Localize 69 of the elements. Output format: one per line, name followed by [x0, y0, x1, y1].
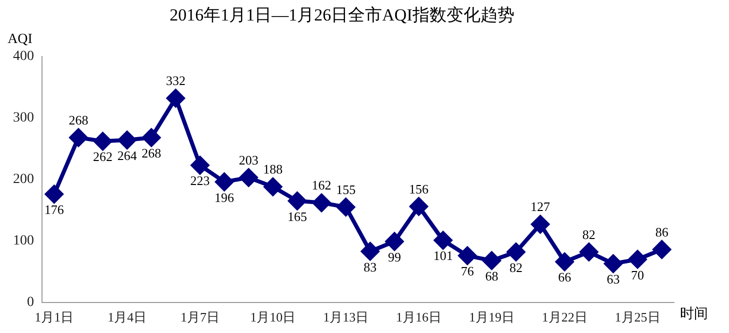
point	[191, 156, 209, 174]
y-tick-label: 400	[13, 49, 34, 64]
data-label: 332	[166, 73, 186, 88]
x-tick-label: 1月10日	[250, 310, 296, 325]
point	[94, 132, 112, 150]
data-label: 82	[510, 260, 522, 275]
data-label: 268	[68, 112, 88, 128]
x-tick-label: 1月16日	[396, 310, 442, 325]
data-label: 162	[312, 178, 332, 193]
data-label: 99	[388, 249, 401, 264]
point	[556, 252, 574, 271]
point	[531, 215, 550, 234]
x-tick-label: 1月13日	[323, 310, 369, 325]
data-label: 155	[336, 182, 356, 197]
data-label: 70	[631, 267, 644, 282]
y-axis-title: AQI	[8, 32, 33, 48]
data-label: 68	[485, 268, 498, 284]
data-label: 262	[93, 149, 113, 164]
data-label: 82	[582, 226, 596, 242]
point	[45, 185, 64, 204]
data-label: 165	[287, 208, 307, 224]
data-label: 63	[606, 272, 620, 287]
point	[264, 178, 282, 196]
point	[166, 89, 185, 108]
point	[118, 131, 136, 150]
x-axis-title: 时间	[680, 306, 708, 322]
chart-title: 2016年1月1日—1月26日全市AQI指数变化趋势	[170, 6, 514, 25]
point	[434, 231, 452, 250]
point	[507, 242, 525, 261]
point	[385, 232, 404, 251]
data-label: 66	[558, 270, 572, 285]
data-label: 176	[44, 202, 64, 218]
point	[604, 254, 622, 273]
x-tick-label: 1月7日	[180, 310, 220, 325]
y-tick-label: 100	[13, 234, 34, 249]
x-tick-label: 1月1日	[34, 310, 74, 325]
y-tick-label: 300	[13, 110, 34, 126]
point	[142, 128, 160, 147]
data-label: 223	[190, 173, 210, 188]
point	[410, 197, 428, 216]
point	[69, 128, 88, 147]
data-label: 76	[460, 264, 474, 279]
y-tick-label: 200	[13, 172, 34, 188]
point	[580, 242, 598, 261]
data-label: 268	[142, 146, 162, 160]
data-label: 156	[409, 181, 430, 196]
point	[652, 240, 671, 259]
x-tick-label: 1月25日	[614, 310, 660, 325]
y-tick-label: 0	[27, 295, 34, 310]
point	[458, 246, 476, 265]
x-tick-label: 1月22日	[542, 310, 588, 325]
point	[628, 250, 647, 268]
data-label: 83	[364, 259, 377, 274]
x-tick-label: 1月19日	[468, 310, 514, 325]
data-label: 203	[238, 152, 258, 168]
point	[482, 252, 501, 270]
data-label: 196	[214, 190, 235, 205]
data-label: 127	[530, 199, 551, 214]
data-label: 188	[263, 162, 283, 177]
point	[288, 192, 306, 210]
point	[240, 168, 258, 187]
point	[336, 198, 355, 216]
point	[361, 242, 380, 260]
data-label: 101	[433, 248, 453, 264]
data-label: 264	[117, 148, 138, 163]
point	[312, 194, 331, 212]
point	[215, 172, 234, 191]
x-tick-label: 1月4日	[108, 310, 147, 325]
data-label: 86	[655, 224, 669, 240]
